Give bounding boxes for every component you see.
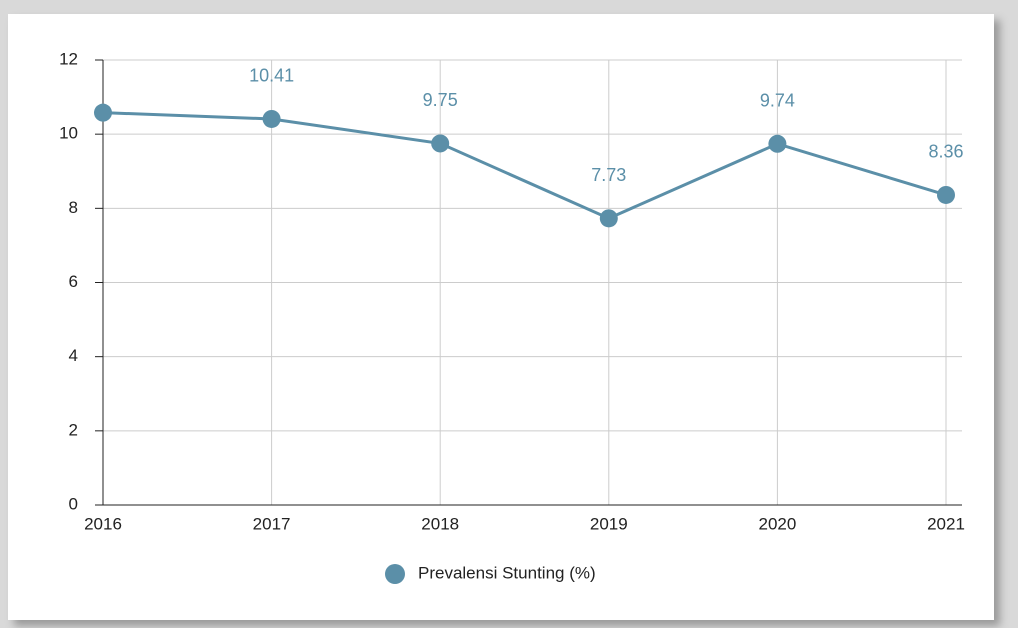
x-tick-label: 2021 [927, 514, 965, 533]
data-label: 7.73 [591, 165, 626, 185]
x-tick-label: 2016 [84, 514, 122, 533]
point [599, 209, 618, 228]
data-label: 10.41 [249, 66, 294, 86]
y-tick-label: 8 [69, 198, 78, 217]
x-tick-label: 2019 [590, 514, 628, 533]
legend-label: Prevalensi Stunting (%) [418, 563, 596, 582]
point [937, 185, 955, 204]
data-label: 9.74 [760, 91, 795, 111]
y-tick-label: 2 [69, 420, 78, 439]
point [94, 103, 112, 122]
point [431, 134, 450, 153]
data-label: 8.36 [928, 142, 963, 162]
data-label: 9.75 [423, 90, 458, 110]
y-tick-label: 0 [69, 494, 78, 513]
y-tick-label: 12 [59, 49, 78, 68]
point [768, 134, 787, 153]
x-tick-label: 2020 [758, 514, 796, 533]
point [262, 109, 281, 128]
x-tick-label: 2017 [253, 514, 291, 533]
series-line [102, 111, 947, 220]
legend-marker [385, 564, 405, 584]
y-tick-label: 6 [69, 272, 78, 291]
y-tick-label: 10 [59, 124, 78, 143]
y-tick-label: 4 [69, 346, 78, 365]
x-tick-label: 2018 [421, 514, 459, 533]
